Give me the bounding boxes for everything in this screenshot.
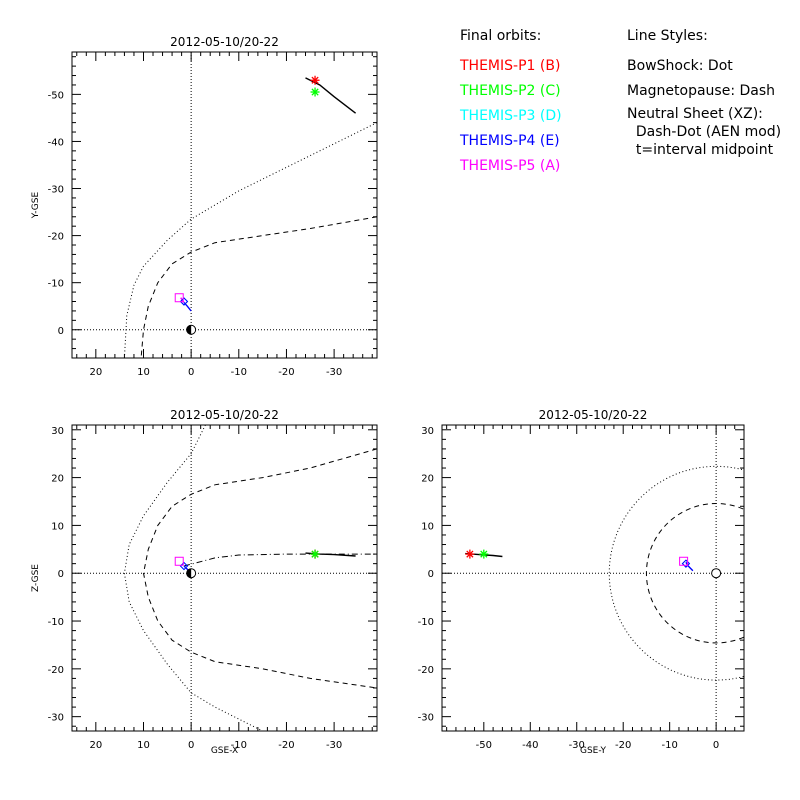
- y-tick-label: -10: [418, 617, 434, 628]
- y-tick-label: 0: [58, 569, 64, 580]
- y-tick-label: -10: [48, 279, 64, 290]
- x-tick-label: -50: [476, 740, 492, 751]
- diamond-marker: [179, 297, 189, 306]
- x-tick-label: -30: [326, 367, 342, 378]
- legend-style-midpoint: t=interval midpoint: [627, 142, 774, 158]
- x-tick-label: 0: [188, 367, 194, 378]
- chart-title: 2012-05-10/20-22: [539, 408, 648, 422]
- asterisk-stroke: [466, 550, 474, 558]
- probe-marker-p2: [310, 87, 320, 97]
- legend-probe-p2: THEMIS-P2 (C): [460, 83, 561, 99]
- panel-xz: 20 10 0 -10 -20 -30 -30 -20 -10 0 10 20 30 2012-05-10…: [31, 408, 378, 756]
- x-axis-label: GSE-Y: [580, 746, 607, 756]
- legend-styles-title: Line Styles:: [627, 28, 708, 44]
- p1-orbit-line: [305, 77, 357, 114]
- legend-style-bowshock: BowShock: Dot: [627, 58, 733, 74]
- y-tick-label: 10: [51, 521, 64, 532]
- plot-frame: [441, 424, 745, 732]
- square-marker: [679, 556, 689, 566]
- legend-style-magnetopause: Magnetopause: Dash: [627, 83, 776, 99]
- y-axis-label: Z-GSE: [31, 564, 41, 592]
- legend-probe-p4: THEMIS-P4 (E): [460, 133, 560, 149]
- x-axis-label: GSE-X: [211, 746, 238, 756]
- probe-marker-p5: [174, 556, 184, 566]
- probe-marker-p2: [479, 549, 489, 559]
- x-tick-label: -20: [278, 740, 294, 751]
- probe-marker-p4: [681, 559, 691, 568]
- probe-marker-p2: [310, 549, 320, 559]
- asterisk-stroke: [480, 550, 488, 558]
- x-tick-label: 0: [713, 740, 719, 751]
- x-tick-label: -20: [278, 367, 294, 378]
- y-tick-label: 30: [421, 426, 434, 437]
- x-tick-label: -10: [231, 740, 247, 751]
- panel-xy: 20 10 0 -10 -20 -30 0 -10 -20 -30 -40 -50 2012-05-10…: [31, 35, 378, 378]
- y-tick-label: 10: [421, 521, 434, 532]
- legend-orbits-title: Final orbits:: [460, 28, 542, 44]
- earth-symbol: [711, 568, 722, 579]
- square-marker: [174, 293, 184, 303]
- magnetopause-line: [142, 448, 377, 689]
- y-tick-label: -20: [48, 665, 64, 676]
- legend-probe-p1: THEMIS-P1 (B): [460, 58, 561, 74]
- probe-marker-p5: [174, 293, 184, 303]
- y-tick-label: 0: [428, 569, 434, 580]
- x-tick-label: 10: [137, 367, 150, 378]
- plot-frame: [71, 424, 378, 732]
- x-tick-label: -30: [569, 740, 585, 751]
- x-tick-label: -20: [615, 740, 631, 751]
- x-tick-label: 20: [89, 367, 102, 378]
- y-tick-label: -30: [48, 185, 64, 196]
- legend-style-neutral-sheet: Neutral Sheet (XZ):: [627, 106, 763, 122]
- y-axis-label: Y-GSE: [31, 192, 41, 220]
- plot-frame: [71, 51, 378, 359]
- asterisk-stroke: [311, 550, 319, 558]
- plot-area: [442, 425, 744, 731]
- y-tick-label: -30: [48, 713, 64, 724]
- asterisk-stroke: [311, 88, 319, 96]
- probe-marker-p1: [310, 75, 320, 85]
- plot-area: [72, 425, 377, 731]
- plot-area: [72, 52, 377, 358]
- x-tick-label: 10: [137, 740, 150, 751]
- panel-yz: -50 -40 -30 -20 -10 0 -30 -20 -10 0 10 20 30 2012-05-…: [418, 408, 745, 756]
- bow-shock-line: [123, 425, 263, 731]
- y-tick-label: 0: [58, 326, 64, 337]
- chart-title: 2012-05-10/20-22: [170, 408, 279, 422]
- magnetopause-line: [140, 216, 377, 358]
- x-tick-label: -10: [661, 740, 677, 751]
- legend-probe-p3: THEMIS-P3 (D): [460, 108, 562, 124]
- y-tick-label: 20: [421, 474, 434, 485]
- y-tick-label: -40: [48, 137, 64, 148]
- magnetopause-line: [645, 503, 744, 644]
- x-tick-label: 20: [89, 740, 102, 751]
- y-tick-label: -30: [418, 713, 434, 724]
- y-tick-label: 20: [51, 474, 64, 485]
- legend-probe-p5: THEMIS-P5 (A): [460, 158, 561, 174]
- diamond-marker: [681, 559, 691, 568]
- asterisk-stroke: [311, 76, 319, 84]
- y-tick-label: -50: [48, 90, 64, 101]
- chart-title: 2012-05-10/20-22: [170, 35, 279, 49]
- x-tick-label: 0: [188, 740, 194, 751]
- earth-night-side: [186, 568, 192, 578]
- y-tick-label: 30: [51, 426, 64, 437]
- x-tick-label: -10: [231, 367, 247, 378]
- earth-night-side: [186, 325, 192, 335]
- square-marker: [174, 556, 184, 566]
- y-tick-label: -20: [48, 232, 64, 243]
- bow-shock-line: [123, 122, 377, 358]
- y-tick-label: -10: [48, 617, 64, 628]
- p4-orbit-line: [685, 561, 694, 572]
- probe-marker-p1: [465, 549, 475, 559]
- x-tick-label: -30: [326, 740, 342, 751]
- x-tick-label: -40: [522, 740, 538, 751]
- probe-marker-p5: [679, 556, 689, 566]
- probe-marker-p4: [179, 297, 189, 306]
- neutral-sheet-line: [183, 553, 377, 567]
- y-tick-label: -20: [418, 665, 434, 676]
- legend-style-dashdot: Dash-Dot (AEN mod): [627, 124, 782, 140]
